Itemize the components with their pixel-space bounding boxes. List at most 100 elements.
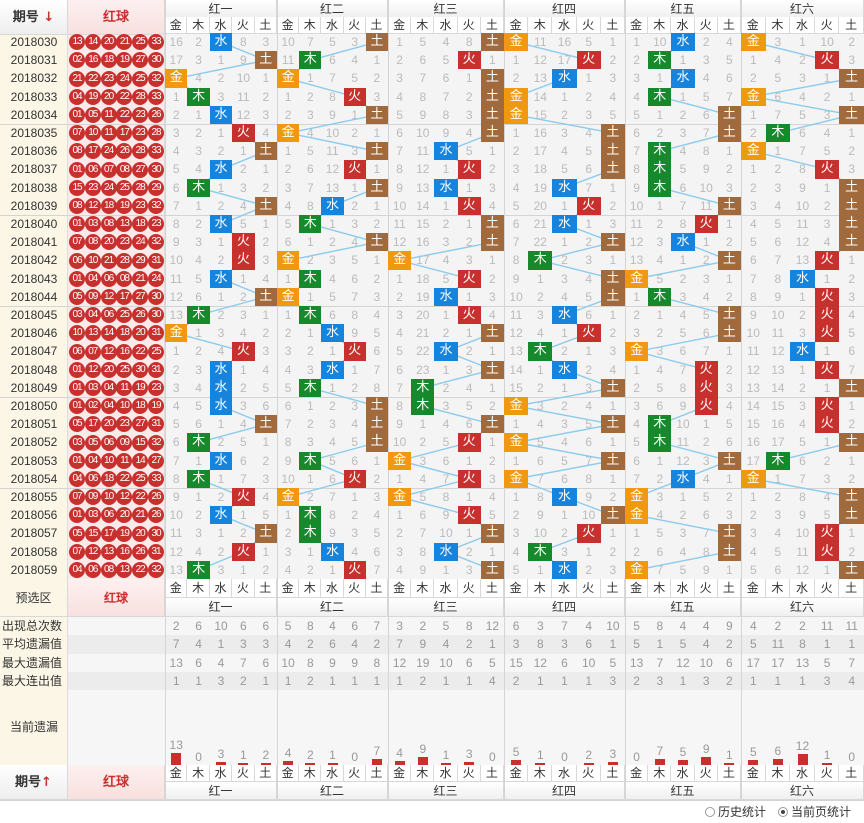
hit-cell-火[interactable]: 火 (343, 469, 366, 488)
hit-cell-水[interactable]: 水 (209, 506, 233, 525)
hit-cell-水[interactable]: 水 (671, 469, 695, 488)
hit-cell-水[interactable]: 水 (790, 342, 815, 361)
hit-cell-火[interactable]: 火 (457, 469, 481, 488)
hit-cell-火[interactable]: 火 (232, 233, 255, 252)
hit-cell-木[interactable]: 木 (765, 451, 791, 470)
hit-cell-火[interactable]: 火 (232, 342, 255, 361)
hit-cell-火[interactable]: 火 (343, 160, 366, 179)
hit-cell-土[interactable]: 土 (600, 160, 625, 179)
hit-cell-水[interactable]: 水 (671, 33, 695, 52)
preselect-element-土[interactable]: 土 (480, 579, 504, 598)
hit-cell-木[interactable]: 木 (648, 51, 672, 70)
hit-cell-土[interactable]: 土 (480, 560, 504, 579)
preselect-element-水[interactable]: 水 (790, 579, 815, 598)
hit-cell-土[interactable]: 土 (600, 233, 625, 252)
hit-cell-木[interactable]: 木 (299, 269, 322, 288)
hit-cell-土[interactable]: 土 (365, 433, 388, 452)
hit-cell-火[interactable]: 火 (814, 287, 840, 306)
preselect-element-金[interactable]: 金 (388, 579, 412, 598)
hit-cell-水[interactable]: 水 (209, 397, 233, 416)
hit-cell-土[interactable]: 土 (717, 324, 741, 343)
preselect-element-木[interactable]: 木 (411, 579, 435, 598)
hit-cell-土[interactable]: 土 (480, 324, 504, 343)
hit-cell-土[interactable]: 土 (839, 178, 864, 197)
hit-cell-土[interactable]: 土 (839, 506, 864, 525)
preselect-element-金[interactable]: 金 (165, 579, 188, 598)
radio-icon[interactable] (705, 806, 715, 817)
hit-cell-土[interactable]: 土 (254, 142, 277, 161)
hit-cell-土[interactable]: 土 (600, 506, 625, 525)
hit-cell-土[interactable]: 土 (717, 306, 741, 325)
hit-cell-土[interactable]: 土 (480, 415, 504, 434)
preselect-element-土[interactable]: 土 (600, 579, 625, 598)
hit-cell-木[interactable]: 木 (648, 287, 672, 306)
hit-cell-火[interactable]: 火 (343, 342, 366, 361)
hit-cell-火[interactable]: 火 (814, 415, 840, 434)
hit-cell-土[interactable]: 土 (480, 105, 504, 124)
hit-cell-金[interactable]: 金 (625, 342, 649, 361)
hit-cell-金[interactable]: 金 (504, 433, 529, 452)
hit-cell-火[interactable]: 火 (343, 87, 366, 106)
hit-cell-土[interactable]: 土 (600, 124, 625, 143)
hit-cell-金[interactable]: 金 (165, 324, 188, 343)
hit-cell-金[interactable]: 金 (277, 124, 300, 143)
hit-cell-土[interactable]: 土 (600, 142, 625, 161)
hit-cell-水[interactable]: 水 (321, 196, 344, 215)
hit-cell-火[interactable]: 火 (457, 306, 481, 325)
hit-cell-土[interactable]: 土 (839, 233, 864, 252)
hit-cell-火[interactable]: 火 (232, 124, 255, 143)
hit-cell-水[interactable]: 水 (209, 33, 233, 52)
hit-cell-金[interactable]: 金 (277, 488, 300, 507)
hit-cell-木[interactable]: 木 (187, 87, 210, 106)
hit-cell-金[interactable]: 金 (625, 269, 649, 288)
hit-cell-金[interactable]: 金 (277, 287, 300, 306)
preselect-element-水[interactable]: 水 (321, 579, 344, 598)
hit-cell-土[interactable]: 土 (839, 69, 864, 88)
hit-cell-土[interactable]: 土 (365, 397, 388, 416)
hit-cell-土[interactable]: 土 (839, 560, 864, 579)
radio-icon[interactable] (778, 806, 789, 817)
preselect-element-水[interactable]: 水 (552, 579, 577, 598)
hit-cell-水[interactable]: 水 (434, 178, 458, 197)
hit-cell-水[interactable]: 水 (321, 360, 344, 379)
hit-cell-火[interactable]: 火 (232, 488, 255, 507)
hit-cell-火[interactable]: 火 (694, 215, 718, 234)
hit-cell-金[interactable]: 金 (504, 87, 529, 106)
preselect-element-火[interactable]: 火 (576, 579, 601, 598)
preselect-element-水[interactable]: 水 (671, 579, 695, 598)
hit-cell-火[interactable]: 火 (576, 196, 601, 215)
stat-mode-radio[interactable]: 历史统计 (705, 803, 766, 820)
hit-cell-火[interactable]: 火 (576, 51, 601, 70)
hit-cell-土[interactable]: 土 (365, 142, 388, 161)
hit-cell-水[interactable]: 水 (790, 269, 815, 288)
hit-cell-土[interactable]: 土 (600, 287, 625, 306)
preselect-element-火[interactable]: 火 (814, 579, 840, 598)
hit-cell-金[interactable]: 金 (277, 251, 300, 270)
hit-cell-水[interactable]: 水 (552, 178, 577, 197)
hit-cell-火[interactable]: 火 (576, 324, 601, 343)
hit-cell-水[interactable]: 水 (209, 160, 233, 179)
hit-cell-火[interactable]: 火 (694, 360, 718, 379)
hit-cell-金[interactable]: 金 (741, 33, 766, 52)
stat-mode-radio[interactable]: 当前页统计 (778, 803, 851, 820)
preselect-element-火[interactable]: 火 (232, 579, 255, 598)
hit-cell-金[interactable]: 金 (165, 69, 188, 88)
hit-cell-火[interactable]: 火 (457, 160, 481, 179)
hit-cell-金[interactable]: 金 (504, 469, 529, 488)
hit-cell-土[interactable]: 土 (480, 360, 504, 379)
hit-cell-土[interactable]: 土 (254, 196, 277, 215)
hit-cell-火[interactable]: 火 (694, 397, 718, 416)
issue-header[interactable]: 期号↑ (0, 765, 68, 800)
hit-cell-土[interactable]: 土 (717, 251, 741, 270)
hit-cell-金[interactable]: 金 (277, 69, 300, 88)
hit-cell-土[interactable]: 土 (365, 415, 388, 434)
hit-cell-木[interactable]: 木 (187, 469, 210, 488)
hit-cell-木[interactable]: 木 (528, 342, 553, 361)
hit-cell-金[interactable]: 金 (625, 560, 649, 579)
hit-cell-火[interactable]: 火 (814, 251, 840, 270)
hit-cell-木[interactable]: 木 (411, 397, 435, 416)
preselect-element-水[interactable]: 水 (209, 579, 233, 598)
hit-cell-火[interactable]: 火 (814, 360, 840, 379)
hit-cell-土[interactable]: 土 (600, 451, 625, 470)
hit-cell-火[interactable]: 火 (457, 506, 481, 525)
